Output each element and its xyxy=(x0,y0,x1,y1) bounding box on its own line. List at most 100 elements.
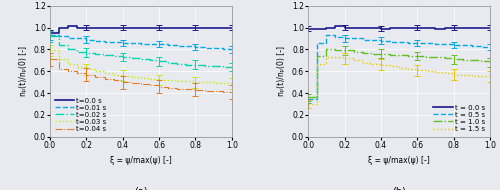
t=0.03 s xyxy=(84,68,89,70)
t = 1.5 s xyxy=(487,76,493,78)
t = 0.5 s xyxy=(350,37,356,40)
t=0.04 s xyxy=(202,90,207,92)
t = 1.0 s xyxy=(305,96,311,99)
t=0.04 s xyxy=(47,58,53,60)
t=0.03 s xyxy=(56,58,62,60)
t=0.02 s xyxy=(147,59,153,62)
t = 0.0 s xyxy=(487,26,493,29)
t=0.04 s xyxy=(65,70,71,72)
t=0.01 s xyxy=(138,43,144,45)
Text: (a): (a) xyxy=(134,187,147,190)
t = 0.5 s xyxy=(405,42,411,44)
t=0.02 s xyxy=(138,58,144,60)
t = 1.5 s xyxy=(305,103,311,105)
t=0.03 s xyxy=(92,70,98,72)
Y-axis label: nₚ(t)/nₚ(0) [-]: nₚ(t)/nₚ(0) [-] xyxy=(278,46,286,96)
t=0.03 s xyxy=(138,77,144,79)
t = 0.0 s xyxy=(369,26,375,29)
t=0.01 s xyxy=(220,48,226,51)
t=0.0 s xyxy=(92,26,98,29)
t=0.02 s xyxy=(184,63,190,66)
t = 0.0 s xyxy=(414,26,420,29)
t = 0.5 s xyxy=(469,45,475,47)
t = 1.5 s xyxy=(387,65,393,67)
t=0.04 s xyxy=(210,90,216,92)
t = 1.5 s xyxy=(396,67,402,69)
t=0.03 s xyxy=(129,76,135,78)
t=0.0 s xyxy=(138,26,144,29)
t = 0.0 s xyxy=(378,28,384,30)
t=0.0 s xyxy=(202,26,207,29)
t = 1.5 s xyxy=(332,56,338,58)
t=0.0 s xyxy=(65,25,71,28)
t=0.0 s xyxy=(229,26,235,29)
t=0.01 s xyxy=(65,37,71,40)
t = 0.5 s xyxy=(360,38,366,41)
Line: t = 1.0 s: t = 1.0 s xyxy=(308,49,490,97)
t = 1.0 s xyxy=(414,55,420,57)
t = 0.0 s xyxy=(442,26,448,29)
t=0.0 s xyxy=(156,26,162,29)
t=0.03 s xyxy=(192,81,198,83)
t = 1.5 s xyxy=(405,68,411,70)
t=0.02 s xyxy=(220,66,226,68)
t = 0.5 s xyxy=(305,97,311,100)
t = 1.5 s xyxy=(324,56,330,58)
t=0.04 s xyxy=(120,81,126,83)
t = 0.5 s xyxy=(396,41,402,43)
t=0.02 s xyxy=(202,65,207,67)
t = 0.0 s xyxy=(324,26,330,29)
t=0.02 s xyxy=(56,44,62,46)
t=0.0 s xyxy=(147,26,153,29)
t=0.0 s xyxy=(165,26,171,29)
t=0.01 s xyxy=(165,44,171,46)
t = 0.0 s xyxy=(450,26,456,29)
t = 1.0 s xyxy=(369,53,375,55)
t=0.0 s xyxy=(129,26,135,29)
t = 0.5 s xyxy=(442,43,448,45)
t=0.01 s xyxy=(120,42,126,44)
t=0.0 s xyxy=(220,26,226,29)
t=0.04 s xyxy=(156,86,162,88)
t=0.03 s xyxy=(202,81,207,83)
Line: t=0.01 s: t=0.01 s xyxy=(50,35,232,49)
t = 1.5 s xyxy=(378,63,384,66)
t=0.02 s xyxy=(74,51,80,53)
t=0.0 s xyxy=(74,26,80,29)
t = 0.5 s xyxy=(324,34,330,36)
t = 0.0 s xyxy=(478,26,484,29)
Line: t=0.03 s: t=0.03 s xyxy=(50,51,232,83)
t = 1.5 s xyxy=(469,74,475,77)
Line: t=0.04 s: t=0.04 s xyxy=(50,59,232,92)
t = 1.0 s xyxy=(432,56,438,58)
t=0.01 s xyxy=(47,34,53,36)
t = 1.0 s xyxy=(360,51,366,54)
t = 1.0 s xyxy=(342,49,347,52)
t=0.01 s xyxy=(184,45,190,47)
t = 0.0 s xyxy=(469,26,475,29)
t=0.0 s xyxy=(84,26,89,29)
t=0.03 s xyxy=(210,82,216,84)
t=0.04 s xyxy=(229,91,235,93)
t=0.01 s xyxy=(74,37,80,40)
t = 1.5 s xyxy=(460,73,466,76)
t=0.04 s xyxy=(138,83,144,86)
t=0.0 s xyxy=(210,26,216,29)
t = 0.5 s xyxy=(478,46,484,48)
Line: t=0.0 s: t=0.0 s xyxy=(50,26,232,33)
t = 1.5 s xyxy=(424,70,430,72)
Line: t = 0.0 s: t = 0.0 s xyxy=(308,26,490,29)
t = 0.0 s xyxy=(360,26,366,29)
t = 1.5 s xyxy=(369,63,375,65)
t=0.0 s xyxy=(120,26,126,29)
t = 0.5 s xyxy=(460,44,466,46)
t=0.03 s xyxy=(74,66,80,68)
t=0.04 s xyxy=(102,78,107,80)
t = 0.0 s xyxy=(342,26,347,29)
t=0.02 s xyxy=(102,54,107,56)
t=0.04 s xyxy=(110,79,116,81)
t=0.02 s xyxy=(47,35,53,37)
t = 0.0 s xyxy=(350,26,356,29)
t = 1.5 s xyxy=(314,63,320,65)
t = 0.5 s xyxy=(378,40,384,42)
